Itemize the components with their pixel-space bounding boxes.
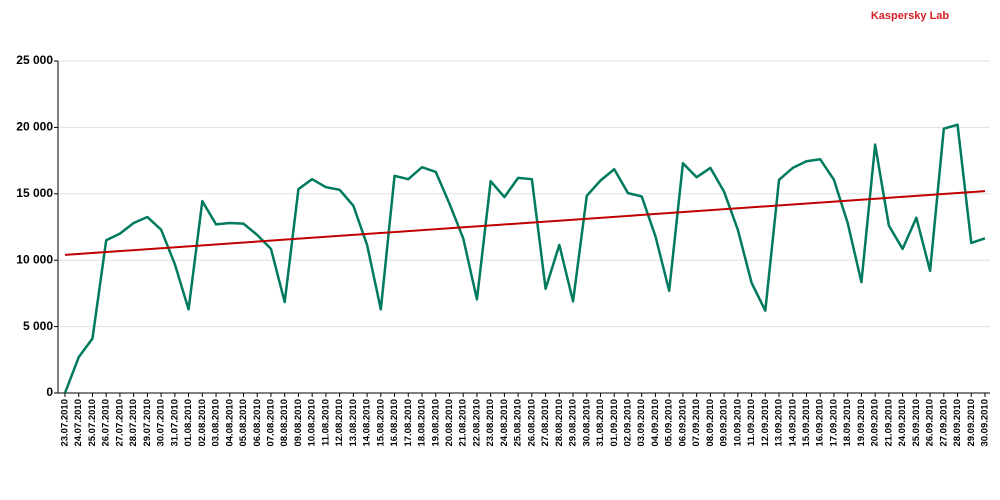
x-tick-label: 29.08.2010 — [568, 399, 579, 447]
x-tick-label: 03.09.2010 — [636, 399, 647, 447]
x-tick-label: 16.08.2010 — [389, 399, 400, 447]
x-tick-label: 05.08.2010 — [238, 399, 249, 447]
x-tick-label: 30.07.2010 — [156, 399, 167, 447]
x-tick-label: 11.09.2010 — [746, 399, 757, 446]
y-tick-label: 5 000 — [23, 319, 53, 333]
x-tick-label: 27.09.2010 — [938, 399, 949, 447]
y-tick-label: 10 000 — [16, 252, 53, 266]
x-tick-label: 18.09.2010 — [842, 399, 853, 447]
x-tick-label: 03.08.2010 — [211, 399, 222, 447]
data-line — [63, 123, 986, 394]
x-tick-label: 04.08.2010 — [224, 399, 235, 447]
x-tick-label: 31.08.2010 — [595, 399, 606, 447]
chart-title: Kaspersky Lab — [871, 10, 950, 22]
y-tick-label: 20 000 — [16, 120, 53, 134]
x-tick-label: 10.09.2010 — [732, 399, 743, 447]
x-tick-label: 04.09.2010 — [650, 399, 661, 447]
x-tick-label: 21.09.2010 — [883, 399, 894, 447]
x-tick-label: 15.08.2010 — [375, 399, 386, 447]
x-tick-label: 16.09.2010 — [815, 399, 826, 447]
x-tick-label: 01.08.2010 — [183, 399, 194, 447]
x-tick-label: 06.08.2010 — [252, 399, 263, 447]
x-tick-label: 07.09.2010 — [691, 399, 702, 447]
x-tick-label: 21.08.2010 — [458, 399, 469, 447]
x-tick-label: 18.08.2010 — [417, 399, 428, 447]
x-tick-label: 11.08.2010 — [320, 399, 331, 446]
x-tick-label: 08.09.2010 — [705, 399, 716, 447]
x-tick-label: 07.08.2010 — [265, 399, 276, 447]
x-tick-label: 14.08.2010 — [362, 399, 373, 447]
x-tick-label: 02.09.2010 — [623, 399, 634, 447]
x-tick-label: 30.08.2010 — [581, 399, 592, 447]
x-tick-label: 22.08.2010 — [471, 399, 482, 447]
x-tick-label: 15.09.2010 — [801, 399, 812, 447]
x-tick-label: 26.09.2010 — [925, 399, 936, 447]
x-tick-label: 14.09.2010 — [787, 399, 798, 447]
x-tick-label: 13.09.2010 — [774, 399, 785, 447]
x-tick-label: 29.07.2010 — [142, 399, 153, 447]
x-tick-label: 25.07.2010 — [87, 399, 98, 447]
x-tick-label: 23.07.2010 — [60, 399, 71, 447]
x-tick-label: 25.09.2010 — [911, 399, 922, 447]
x-tick-label: 29.09.2010 — [966, 399, 977, 447]
x-tick-label: 12.08.2010 — [334, 399, 345, 447]
x-tick-label: 17.09.2010 — [828, 399, 839, 447]
x-tick-label: 27.08.2010 — [540, 399, 551, 447]
x-tick-label: 26.07.2010 — [101, 399, 112, 447]
x-tick-label: 09.09.2010 — [719, 399, 730, 447]
x-tick-label: 12.09.2010 — [760, 399, 771, 447]
x-tick-label: 05.09.2010 — [664, 399, 675, 447]
x-tick-label: 28.08.2010 — [554, 399, 565, 447]
x-tick-label: 31.07.2010 — [169, 399, 180, 447]
x-tick-label: 10.08.2010 — [307, 399, 318, 447]
x-tick-label: 25.08.2010 — [513, 399, 524, 447]
x-tick-label: 08.08.2010 — [279, 399, 290, 447]
x-tick-label: 19.08.2010 — [430, 399, 441, 447]
x-tick-label: 24.07.2010 — [73, 399, 84, 447]
y-tick-label: 25 000 — [16, 53, 53, 67]
x-tick-label: 26.08.2010 — [526, 399, 537, 447]
x-tick-label: 19.09.2010 — [856, 399, 867, 447]
x-tick-label: 17.08.2010 — [403, 399, 414, 447]
x-tick-label: 06.09.2010 — [677, 399, 688, 447]
x-tick-label: 23.08.2010 — [485, 399, 496, 447]
x-tick-label: 01.09.2010 — [609, 399, 620, 447]
y-tick-label: 15 000 — [16, 186, 53, 200]
x-tick-label: 24.09.2010 — [897, 399, 908, 447]
x-tick-label: 24.08.2010 — [499, 399, 510, 447]
x-tick-label: 09.08.2010 — [293, 399, 304, 447]
x-tick-label: 13.08.2010 — [348, 399, 359, 447]
x-tick-label: 02.08.2010 — [197, 399, 208, 447]
x-tick-label: 27.07.2010 — [114, 399, 125, 447]
x-tick-label: 20.08.2010 — [444, 399, 455, 447]
y-tick-label: 0 — [46, 385, 53, 399]
x-tick-label: 28.09.2010 — [952, 399, 963, 447]
trend-line — [64, 190, 986, 256]
x-tick-label: 28.07.2010 — [128, 399, 139, 447]
x-tick-label: 30.09.2010 — [980, 399, 991, 447]
x-tick-label: 20.09.2010 — [870, 399, 881, 447]
